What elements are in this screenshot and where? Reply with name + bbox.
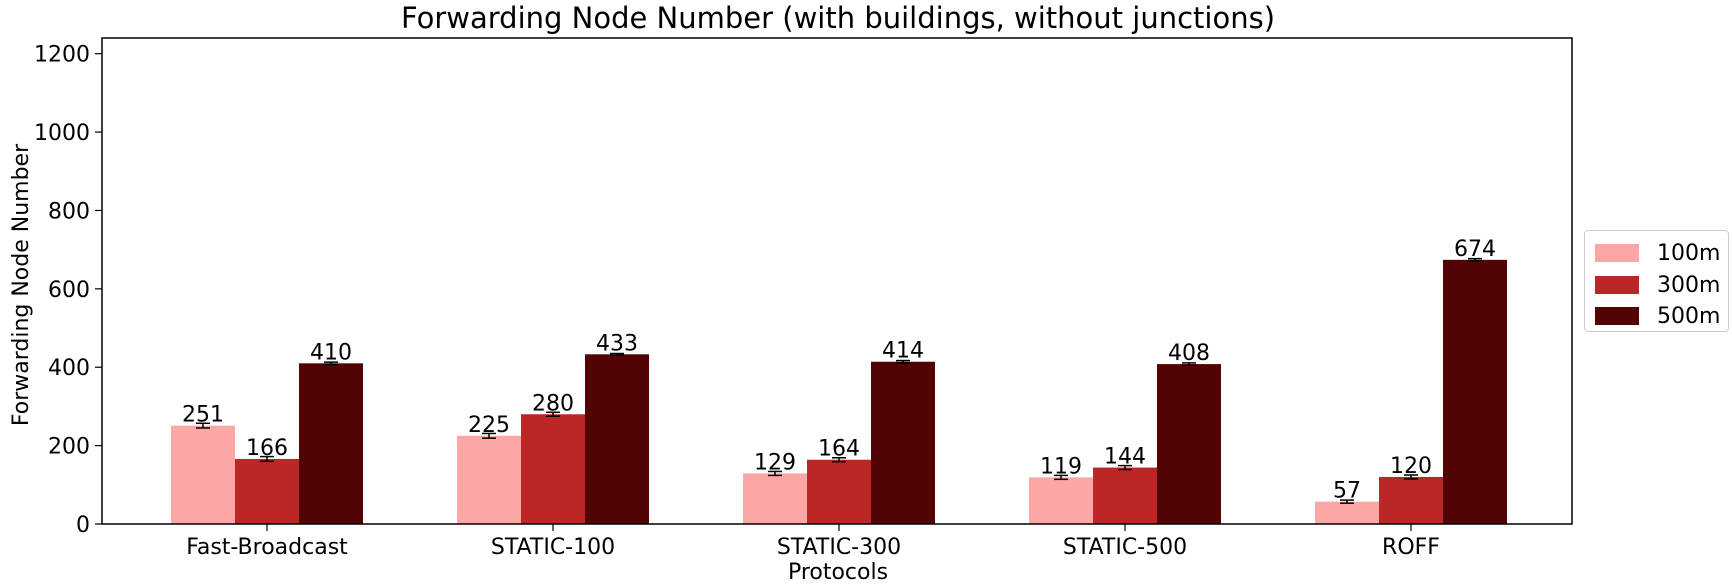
bar-500m-STATIC-100 [585, 354, 649, 524]
x-axis: Fast-Broadcast STATIC-100 STATIC-300 STATIC… [186, 524, 1440, 560]
bar-100m-STATIC-300 [743, 473, 807, 524]
data-label: 166 [246, 436, 288, 461]
data-label: 251 [182, 403, 224, 428]
bar-500m-Fast-Broadcast [299, 363, 363, 524]
legend-swatch-300m [1595, 276, 1639, 294]
y-tick-label: 800 [48, 199, 90, 224]
data-label: 129 [754, 450, 796, 475]
x-tick-label: STATIC-100 [491, 535, 615, 560]
x-tick-label: STATIC-500 [1063, 535, 1187, 560]
bar-100m-STATIC-100 [457, 435, 521, 524]
legend-item-300m: 300m [1595, 272, 1720, 298]
data-label: 410 [310, 340, 352, 365]
data-label: 119 [1040, 454, 1082, 479]
x-tick-label: Fast-Broadcast [186, 535, 348, 560]
data-label: 433 [596, 331, 638, 356]
bar-300m-Fast-Broadcast [235, 458, 299, 524]
bar-500m-STATIC-500 [1157, 364, 1221, 524]
bar-100m-Fast-Broadcast [171, 425, 235, 524]
y-tick-label: 1200 [34, 43, 90, 68]
legend-swatch-500m [1595, 307, 1639, 325]
bar-500m-ROFF [1443, 259, 1507, 524]
data-label: 144 [1104, 445, 1146, 470]
y-axis: 0 200 400 600 800 1000 1200 [34, 43, 102, 538]
bar-300m-ROFF [1379, 476, 1443, 524]
data-label: 57 [1333, 479, 1361, 504]
bar-100m-STATIC-500 [1029, 477, 1093, 524]
x-tick-label: ROFF [1382, 535, 1440, 560]
x-tick-label: STATIC-300 [777, 535, 901, 560]
y-tick-label: 600 [48, 278, 90, 303]
chart-title: Forwarding Node Number (with buildings, … [401, 1, 1275, 35]
legend-item-100m: 100m [1595, 240, 1720, 266]
data-label: 280 [532, 391, 574, 416]
y-tick-label: 200 [48, 435, 90, 460]
data-label: 120 [1390, 454, 1432, 479]
bar-100m-ROFF [1315, 501, 1379, 524]
y-axis-label: Forwarding Node Number [9, 143, 34, 426]
y-tick-label: 0 [76, 513, 90, 538]
legend-item-500m: 500m [1595, 303, 1720, 329]
data-label: 408 [1168, 341, 1210, 366]
legend-label-100m: 100m [1657, 240, 1721, 266]
bars-layer: 251 166 410 225 280 433 129 164 414 119 144 408 57 12… [171, 237, 1507, 524]
legend-swatch-100m [1595, 244, 1639, 262]
bar-300m-STATIC-100 [521, 414, 585, 524]
data-label: 164 [818, 437, 860, 462]
legend-label-300m: 300m [1657, 272, 1721, 298]
x-axis-label: Protocols [788, 560, 888, 585]
data-label: 674 [1454, 237, 1496, 262]
y-tick-label: 1000 [34, 121, 90, 146]
bar-300m-STATIC-500 [1093, 467, 1157, 524]
bar-300m-STATIC-300 [807, 459, 871, 524]
bar-500m-STATIC-300 [871, 361, 935, 524]
data-label: 225 [468, 413, 510, 438]
y-tick-label: 400 [48, 356, 90, 381]
legend-label-500m: 500m [1657, 303, 1721, 329]
legend: 100m 300m 500m [1584, 230, 1729, 332]
data-label: 414 [882, 339, 924, 364]
plot-frame [101, 37, 1573, 525]
